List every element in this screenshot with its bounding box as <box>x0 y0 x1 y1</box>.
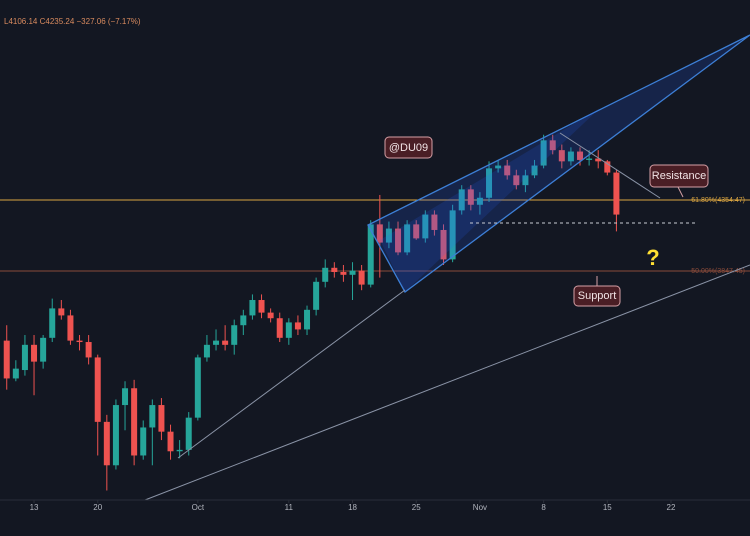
question-mark: ? <box>646 245 659 270</box>
candle-body <box>476 197 483 205</box>
candle-body <box>240 315 247 326</box>
candle-body <box>103 421 110 466</box>
candle-body <box>167 431 174 452</box>
candle-body <box>586 158 593 160</box>
candle-body <box>340 271 347 275</box>
annotation: @DU09 <box>384 136 433 159</box>
candle-body <box>304 309 311 330</box>
candle-body <box>549 140 556 151</box>
candle-body <box>267 312 274 319</box>
candle-body <box>76 340 83 343</box>
level-label: 50.00%(3847.45) <box>691 268 745 275</box>
candle-body <box>3 340 10 379</box>
x-axis: 1320Oct111825Nov81522D <box>30 500 676 512</box>
tag-label: @DU09 <box>389 142 428 154</box>
candle-body <box>40 337 47 362</box>
level-label: 61.80%(4354.47) <box>691 197 745 204</box>
candle-body <box>595 158 602 162</box>
candle-body <box>131 388 138 456</box>
candle-body <box>486 168 493 198</box>
candle-body <box>222 340 229 345</box>
x-tick-label: 15 <box>603 503 612 512</box>
plot: 61.80%(4354.47) 50.00%(3847.45) <box>0 134 750 491</box>
candle-body <box>367 224 374 285</box>
x-tick-label: 22 <box>667 503 676 512</box>
x-tick-label: 25 <box>412 503 421 512</box>
candle-body <box>158 405 165 432</box>
trendline <box>177 289 406 459</box>
candle-body <box>203 344 210 358</box>
candle-body <box>385 228 392 243</box>
x-tick-label: Nov <box>473 503 487 512</box>
wedge <box>367 34 750 293</box>
x-tick-label: 11 <box>285 503 294 512</box>
annotation: Support <box>573 285 621 307</box>
candle-body <box>531 165 538 176</box>
candle-body <box>404 224 411 253</box>
candle-body <box>140 427 147 456</box>
candle-body <box>440 229 447 260</box>
candle-body <box>558 150 565 162</box>
candle-body <box>12 368 19 379</box>
candle-body <box>276 318 283 338</box>
candle-body <box>285 322 292 338</box>
candle-body <box>458 189 465 211</box>
candle-body <box>58 308 65 316</box>
candle-body <box>213 340 220 345</box>
trendline <box>144 264 750 501</box>
candle-body <box>540 140 547 166</box>
trendline <box>559 132 661 199</box>
candle-body <box>176 449 183 452</box>
candle-body <box>122 388 129 406</box>
candle-body <box>513 175 520 186</box>
candle-body <box>413 224 420 239</box>
candle-body <box>294 322 301 330</box>
x-tick-label: 18 <box>348 503 357 512</box>
candle-body <box>112 405 119 466</box>
candle-body <box>376 224 383 243</box>
x-tick-label: 8 <box>541 503 546 512</box>
candle-body <box>185 417 192 450</box>
wedge-inner <box>380 108 600 292</box>
candle-body <box>194 357 201 418</box>
candle-body <box>313 281 320 310</box>
candle-body <box>495 165 502 169</box>
x-axis-bar <box>0 500 750 536</box>
resistance-label: Resistance <box>652 170 706 182</box>
annotation: Resistance <box>649 164 709 188</box>
candle-body <box>331 267 338 272</box>
candle-body <box>422 214 429 239</box>
candle-body <box>258 300 265 313</box>
support-label: Support <box>578 290 617 302</box>
candle-body <box>613 172 620 215</box>
candle-body <box>49 308 56 338</box>
candle-body <box>85 342 92 358</box>
candle-body <box>431 214 438 230</box>
candle-body <box>504 165 511 176</box>
candle-body <box>67 315 74 341</box>
candle-body <box>149 405 156 428</box>
candle-body <box>577 151 584 160</box>
candle-body <box>467 189 474 205</box>
candle-body <box>94 357 101 422</box>
ohlc-header: L4106.14 C4235.24 −327.06 (−7.17%) <box>4 17 141 26</box>
candle-body <box>231 325 238 345</box>
candle-body <box>349 270 356 275</box>
x-tick-label: 20 <box>93 503 102 512</box>
pointer <box>677 186 684 198</box>
x-tick-label: Oct <box>192 503 205 512</box>
candle-body <box>567 151 574 162</box>
candle-body <box>21 344 28 371</box>
candle-body <box>249 300 256 316</box>
candle-body <box>522 175 529 186</box>
candle-body <box>358 270 365 285</box>
candle-body <box>31 344 38 362</box>
candle-body <box>604 161 611 173</box>
candle-body <box>322 267 329 282</box>
x-tick-label: 13 <box>30 503 39 512</box>
candle-body <box>449 210 456 260</box>
candle-body <box>395 228 402 253</box>
